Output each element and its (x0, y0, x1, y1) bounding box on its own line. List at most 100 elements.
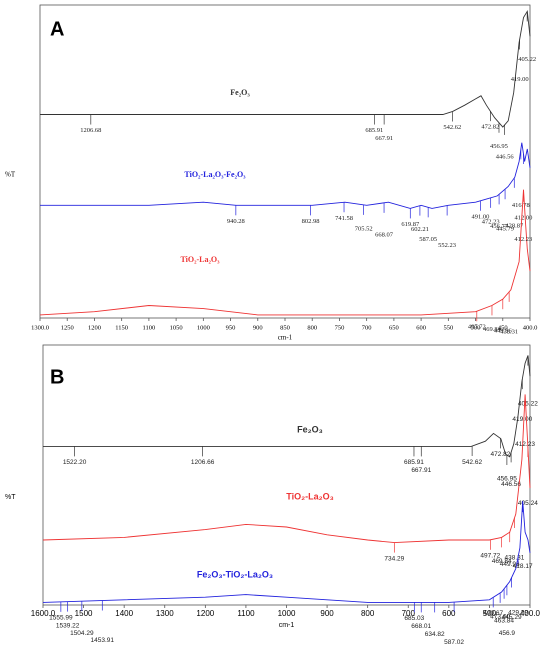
peak-label: 602.21 (411, 226, 429, 233)
x-tick-label: 1200 (196, 609, 214, 618)
series-label: Fe₂O₃-TiO₂-La₂O₃ (197, 569, 273, 579)
peak-label: 668.07 (375, 231, 394, 238)
peak-label: 405.22 (518, 56, 536, 63)
peak-label: 412.00 (515, 214, 533, 221)
x-tick-label: 400.0 (523, 324, 538, 331)
peak-label: 587.05 (419, 236, 437, 243)
y-axis-label: %T (5, 494, 16, 501)
x-tick-label: 700 (362, 324, 372, 331)
peak-label: 456.95 (497, 476, 517, 483)
x-tick-label: 1400 (115, 609, 133, 618)
peak-label: 1453.91 (91, 637, 115, 644)
x-tick-label: 400.0 (520, 609, 541, 618)
panel-label: A (50, 18, 64, 40)
peak-label: 667.91 (375, 135, 393, 142)
x-tick-label: 550 (443, 324, 453, 331)
x-tick-label: 1000 (278, 609, 296, 618)
x-tick-label: 500 (471, 324, 481, 331)
x-tick-label: 1100 (237, 609, 255, 618)
x-tick-label: 1600.0 (31, 609, 56, 618)
peak-label: 469.84 (483, 326, 502, 333)
x-tick-label: 1300.0 (31, 324, 49, 331)
peak-label: 412.23 (514, 236, 532, 243)
peak-label: 491.00 (472, 213, 490, 220)
peak-label: 405.22 (518, 400, 538, 407)
spectrum-line (43, 355, 531, 458)
peak-label: 445.79 (496, 226, 514, 233)
series-label: Fe₂O₃ (230, 88, 250, 97)
peak-label: 668.01 (411, 623, 431, 630)
peak-label: 472.82 (481, 124, 499, 131)
peak-label: 412.23 (515, 441, 535, 448)
series-label: TiO₂-La₂O₃ (180, 255, 220, 264)
peak-label: 446.56 (501, 481, 521, 488)
peak-label: 802.98 (302, 218, 320, 225)
peak-label: 419.00 (512, 416, 532, 423)
panel-b: B %T cm-1 1600.0 1500 1400 1300 1200 1100 1000 900… (5, 344, 541, 646)
x-tick-label: 1500 (75, 609, 93, 618)
spectrum-line (39, 189, 531, 316)
x-tick-label: 950 (226, 324, 236, 331)
peak-label: 1206.68 (80, 127, 101, 134)
x-tick-label: 1250 (61, 324, 74, 331)
series-label: TiO₂-La₂O₃ (286, 491, 334, 501)
x-tick-label: 1000 (197, 324, 210, 331)
peak-label: 587.02 (444, 639, 464, 646)
peak-label: 685.91 (404, 459, 424, 466)
peak-label: 472.82 (491, 451, 511, 458)
x-tick-label: 700 (402, 609, 416, 618)
plot-frame (42, 344, 531, 606)
peak-label: 1555.99 (49, 615, 73, 622)
peak-label: 1206.66 (191, 459, 215, 466)
peak-label: 1539.22 (56, 622, 80, 629)
peak-label: 734.29 (384, 555, 404, 562)
spectrum-line (42, 500, 531, 603)
peak-label: 418.17 (513, 563, 533, 570)
peak-label: 497.72 (480, 553, 500, 560)
peak-label: 705.52 (355, 225, 373, 232)
peak-label: 542.62 (443, 124, 461, 131)
peak-label: 438.31 (500, 328, 518, 335)
x-tick-label: 800 (307, 324, 317, 331)
x-tick-label: 450 (498, 324, 508, 331)
peak-label: 416.78 (512, 202, 530, 209)
x-tick-label: 600 (416, 324, 426, 331)
peak-label: 405.24 (518, 500, 538, 507)
peak-label: 449.96 (494, 328, 513, 335)
peak-label: 456.9 (499, 630, 516, 637)
peak-label: 472.23 (482, 218, 500, 225)
peak-label: 741.58 (335, 215, 353, 222)
peak-label: 552.23 (438, 242, 456, 249)
series-label: TiO₂-La₂O₃-Fe₂O₃ (184, 170, 246, 179)
peak-label: 473.60 (490, 614, 510, 621)
y-axis-label: %T (5, 171, 16, 179)
peak-label: 542.62 (462, 459, 482, 466)
peak-label: 429.29 (508, 609, 528, 616)
peak-label: 685.91 (365, 127, 383, 134)
peak-label: 456.95 (490, 143, 508, 150)
x-tick-label: 1150 (115, 324, 128, 331)
peak-label: 419.00 (511, 76, 529, 83)
x-tick-label: 900 (320, 609, 334, 618)
x-axis-label: cm-1 (278, 334, 293, 342)
spectrum-line (40, 9, 531, 128)
x-tick-label: 750 (335, 324, 345, 331)
peak-label: 497.72 (468, 324, 486, 331)
peak-label: 940.28 (227, 218, 245, 225)
x-tick-label: 500 (483, 609, 497, 618)
peak-label: 1522.20 (63, 459, 87, 466)
series-label: Fe₂O₃ (297, 424, 323, 434)
peak-label: 1504.29 (70, 630, 94, 637)
panel-label: B (50, 366, 64, 388)
peak-label: 469.84 (492, 558, 512, 565)
peak-label: 463.84 (494, 618, 514, 625)
x-tick-label: 1100 (143, 324, 156, 331)
peak-label: 619.87 (401, 221, 420, 228)
peak-label: 634.82 (425, 631, 445, 638)
peak-label: 667.91 (411, 467, 431, 474)
peak-label: 449.96 (500, 561, 520, 568)
peak-label: 446.56 (496, 153, 515, 160)
x-tick-label: 900 (253, 324, 263, 331)
peak-label: 685.03 (404, 615, 424, 622)
